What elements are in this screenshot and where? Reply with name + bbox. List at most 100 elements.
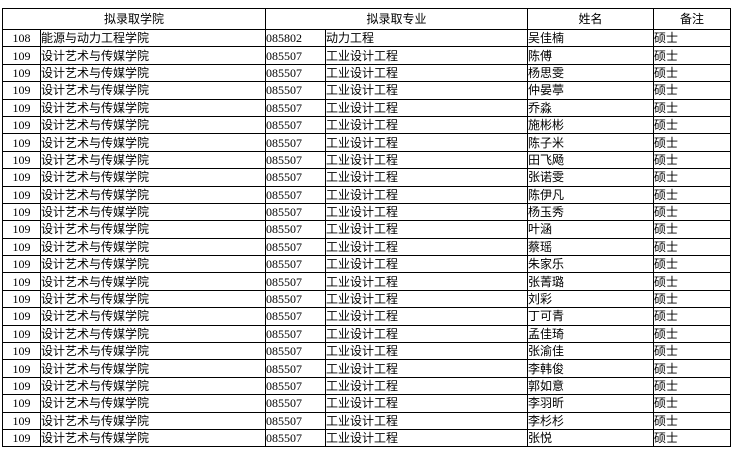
cell-college-code: 109 [2, 289, 41, 309]
cell-college-name: 设计艺术与传媒学院 [39, 202, 267, 222]
cell-major-code: 085507 [265, 115, 327, 135]
cell-note: 硕士 [653, 81, 732, 100]
table-header: 拟录取学院 拟录取专业 姓名 备注 [1, 8, 732, 30]
cell-student-name: 蔡瑶 [527, 237, 655, 257]
cell-major-name: 工业设计工程 [325, 324, 529, 344]
cell-major-code: 085507 [265, 307, 327, 326]
cell-college-name: 设计艺术与传媒学院 [39, 150, 267, 170]
cell-college-code: 109 [2, 46, 41, 65]
cell-major-code: 085507 [265, 342, 327, 361]
cell-college-name: 设计艺术与传媒学院 [39, 98, 267, 117]
cell-major-name: 工业设计工程 [325, 185, 529, 204]
cell-student-name: 朱家乐 [527, 255, 655, 274]
cell-college-code: 109 [2, 133, 41, 152]
cell-major-code: 085802 [265, 28, 327, 48]
table-body: 108 能源与动力工程学院 085802 动力工程 吴佳楠 硕士 109 设计艺… [2, 28, 732, 448]
cell-note: 硕士 [653, 63, 732, 83]
cell-note: 硕士 [653, 342, 732, 361]
cell-major-name: 工业设计工程 [325, 81, 529, 100]
cell-student-name: 郭如意 [527, 376, 655, 396]
table-row: 109 设计艺术与传媒学院 085507 工业设计工程 仲晏葶 硕士 [2, 81, 732, 100]
col-header-college-group: 拟录取学院 [1, 8, 267, 30]
cell-college-name: 能源与动力工程学院 [39, 28, 267, 48]
header-row: 拟录取学院 拟录取专业 姓名 备注 [1, 8, 732, 30]
cell-student-name: 李杉杉 [527, 411, 655, 430]
table-row: 109 设计艺术与传媒学院 085507 工业设计工程 李韩俊 硕士 [2, 359, 732, 378]
cell-note: 硕士 [653, 220, 732, 239]
cell-major-name: 工业设计工程 [325, 168, 529, 187]
cell-major-name: 工业设计工程 [325, 289, 529, 309]
cell-college-name: 设计艺术与传媒学院 [39, 220, 267, 239]
cell-college-code: 109 [2, 202, 41, 222]
cell-major-code: 085507 [265, 202, 327, 222]
cell-student-name: 张菁璐 [527, 272, 655, 291]
cell-major-code: 085507 [265, 63, 327, 83]
cell-major-code: 085507 [265, 81, 327, 100]
cell-note: 硕士 [653, 394, 732, 413]
cell-college-code: 109 [2, 115, 41, 135]
cell-major-code: 085507 [265, 133, 327, 152]
cell-college-code: 109 [2, 411, 41, 430]
cell-college-code: 109 [2, 394, 41, 413]
cell-major-code: 085507 [265, 255, 327, 274]
cell-note: 硕士 [653, 359, 732, 378]
cell-student-name: 乔淼 [527, 98, 655, 117]
cell-major-name: 工业设计工程 [325, 237, 529, 257]
cell-college-code: 109 [2, 359, 41, 378]
cell-student-name: 杨思雯 [527, 63, 655, 83]
cell-major-code: 085507 [265, 220, 327, 239]
cell-major-code: 085507 [265, 376, 327, 396]
cell-major-name: 工业设计工程 [325, 63, 529, 83]
cell-college-name: 设计艺术与传媒学院 [39, 237, 267, 257]
cell-major-name: 工业设计工程 [325, 255, 529, 274]
table-row: 109 设计艺术与传媒学院 085507 工业设计工程 蔡瑶 硕士 [2, 237, 732, 257]
cell-college-code: 108 [2, 28, 41, 48]
table-row: 109 设计艺术与传媒学院 085507 工业设计工程 乔淼 硕士 [2, 98, 732, 117]
cell-note: 硕士 [653, 428, 732, 448]
table-row: 109 设计艺术与传媒学院 085507 工业设计工程 丁可青 硕士 [2, 307, 732, 326]
cell-major-name: 工业设计工程 [325, 342, 529, 361]
cell-note: 硕士 [653, 185, 732, 204]
cell-note: 硕士 [653, 272, 732, 291]
cell-note: 硕士 [653, 46, 732, 65]
cell-student-name: 张诺雯 [527, 168, 655, 187]
cell-college-code: 109 [2, 185, 41, 204]
cell-college-name: 设计艺术与传媒学院 [39, 289, 267, 309]
cell-major-code: 085507 [265, 168, 327, 187]
cell-student-name: 张渝佳 [527, 342, 655, 361]
cell-student-name: 孟佳琦 [527, 324, 655, 344]
cell-major-code: 085507 [265, 150, 327, 170]
cell-college-code: 109 [2, 376, 41, 396]
admission-list-table: 拟录取学院 拟录取专业 姓名 备注 108 能源与动力工程学院 085802 动… [1, 8, 732, 448]
cell-college-code: 109 [2, 342, 41, 361]
cell-major-code: 085507 [265, 46, 327, 65]
cell-note: 硕士 [653, 150, 732, 170]
cell-major-name: 工业设计工程 [325, 394, 529, 413]
cell-major-name: 工业设计工程 [325, 46, 529, 65]
cell-major-code: 085507 [265, 428, 327, 448]
cell-student-name: 丁可青 [527, 307, 655, 326]
cell-note: 硕士 [653, 98, 732, 117]
cell-student-name: 刘彩 [527, 289, 655, 309]
cell-college-code: 109 [2, 428, 41, 448]
table-row: 109 设计艺术与传媒学院 085507 工业设计工程 郭如意 硕士 [2, 376, 732, 396]
cell-college-name: 设计艺术与传媒学院 [39, 81, 267, 100]
cell-major-name: 工业设计工程 [325, 376, 529, 396]
cell-college-name: 设计艺术与传媒学院 [39, 342, 267, 361]
cell-student-name: 叶涵 [527, 220, 655, 239]
cell-college-code: 109 [2, 150, 41, 170]
cell-student-name: 陈伊凡 [527, 185, 655, 204]
table-row: 109 设计艺术与传媒学院 085507 工业设计工程 陈子米 硕士 [2, 133, 732, 152]
cell-major-code: 085507 [265, 272, 327, 291]
table-row: 109 设计艺术与传媒学院 085507 工业设计工程 孟佳琦 硕士 [2, 324, 732, 344]
cell-major-name: 工业设计工程 [325, 98, 529, 117]
col-header-name: 姓名 [527, 8, 655, 30]
cell-major-name: 工业设计工程 [325, 150, 529, 170]
cell-college-name: 设计艺术与传媒学院 [39, 272, 267, 291]
cell-note: 硕士 [653, 133, 732, 152]
cell-college-code: 109 [2, 98, 41, 117]
cell-major-name: 工业设计工程 [325, 307, 529, 326]
cell-college-code: 109 [2, 255, 41, 274]
cell-note: 硕士 [653, 237, 732, 257]
cell-note: 硕士 [653, 324, 732, 344]
